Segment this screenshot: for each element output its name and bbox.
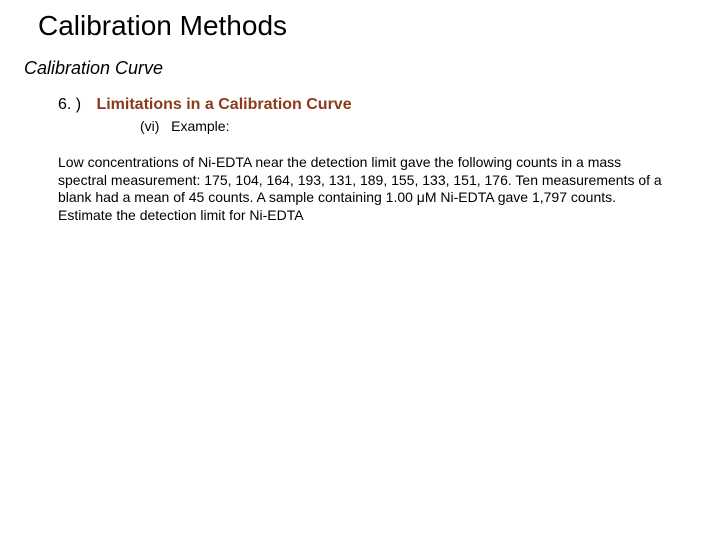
body-paragraph: Low concentrations of Ni-EDTA near the d…: [58, 154, 668, 224]
slide-title: Calibration Methods: [38, 10, 287, 42]
outline-subpoint-label: Example:: [171, 118, 229, 134]
slide-subtitle: Calibration Curve: [24, 58, 163, 79]
outline-item-number: 6. ): [58, 96, 92, 114]
outline-subpoint: (vi) Example:: [140, 118, 229, 134]
outline-item: 6. ) Limitations in a Calibration Curve: [58, 96, 352, 114]
outline-item-headline: Limitations in a Calibration Curve: [96, 96, 351, 113]
outline-subpoint-marker: (vi): [140, 118, 159, 134]
slide: Calibration Methods Calibration Curve 6.…: [0, 0, 720, 540]
